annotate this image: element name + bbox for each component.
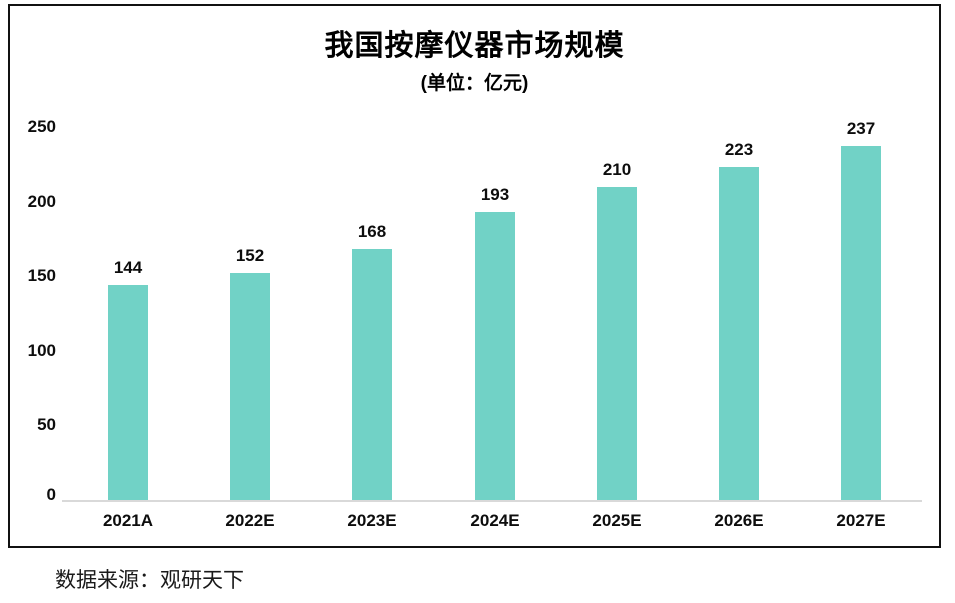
- bar-value-label: 144: [113, 258, 143, 277]
- data-source-label: 数据来源：观研天下: [55, 568, 244, 592]
- y-tick-label: 0: [46, 485, 56, 504]
- bar-value-label: 223: [724, 140, 754, 159]
- x-axis-line: [62, 500, 922, 502]
- x-tick-label: 2025E: [592, 511, 642, 530]
- bar-value-label: 168: [357, 222, 387, 241]
- plot-area: 0 50 100 150 200 250 144 2021A 152 2022E 168 2023E 1…: [10, 6, 939, 546]
- y-tick-label: 250: [27, 117, 56, 136]
- bar-value-label: 193: [480, 185, 510, 204]
- bar-value-label: 210: [602, 160, 632, 179]
- y-tick-label: 150: [27, 266, 56, 285]
- x-tick-label: 2021A: [102, 511, 154, 530]
- y-tick-label: 200: [27, 192, 56, 211]
- bar-2022E: [230, 273, 270, 500]
- x-tick-label: 2027E: [836, 511, 886, 530]
- bar-2025E: [597, 187, 637, 500]
- x-tick-label: 2026E: [714, 511, 764, 530]
- bar-value-label: 152: [235, 246, 265, 265]
- bar-2027E: [841, 146, 881, 500]
- bar-2023E: [352, 249, 392, 500]
- bar-2026E: [719, 167, 759, 500]
- bar-2021A: [108, 285, 148, 500]
- y-tick-label: 100: [27, 341, 56, 360]
- chart-frame: 我国按摩仪器市场规模 (单位：亿元) 0 50 100 150 200 250 144 202…: [8, 4, 941, 548]
- bar-value-label: 237: [846, 119, 876, 138]
- bar-2024E: [475, 212, 515, 500]
- x-tick-label: 2024E: [470, 511, 520, 530]
- chart-title: 我国按摩仪器市场规模: [324, 30, 625, 62]
- x-tick-label: 2022E: [225, 511, 275, 530]
- chart-subtitle: (单位：亿元): [420, 73, 529, 94]
- y-tick-label: 50: [37, 415, 56, 434]
- x-tick-label: 2023E: [347, 511, 397, 530]
